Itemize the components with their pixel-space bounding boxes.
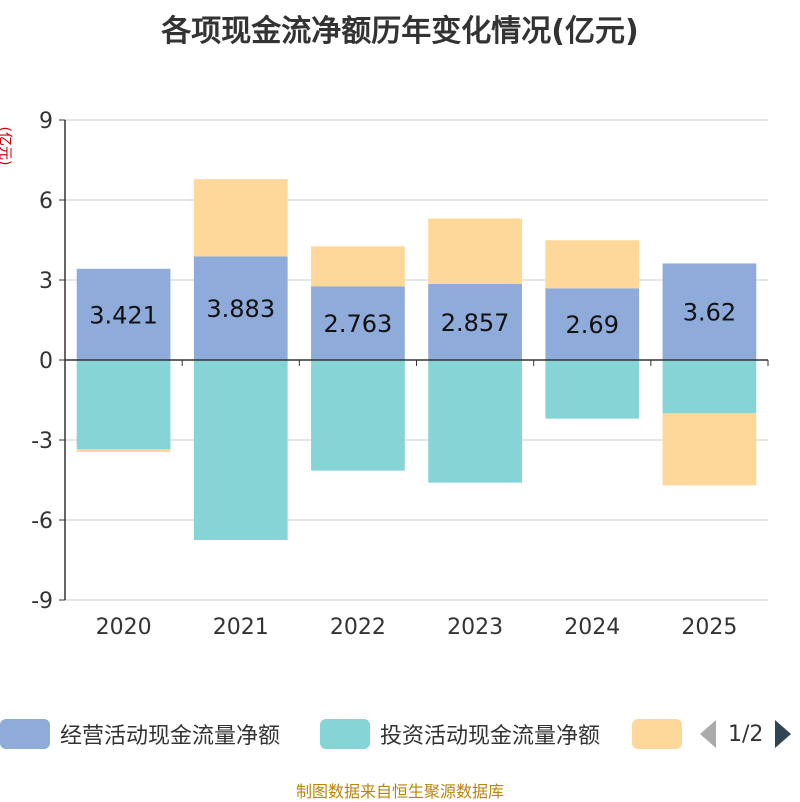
y-tick-label: 0 [39,349,53,374]
x-tick-label: 2023 [447,615,503,640]
bar-2020-series-1 [76,360,171,450]
legend-item-operating[interactable]: 经营活动现金流量净额 [0,716,280,752]
bar-2020-series-2 [76,449,171,452]
bar-2021-series-1 [193,360,288,540]
bar-2023-series-2 [428,218,522,284]
bar-2024-series-1 [545,360,640,419]
x-tick-label: 2022 [330,615,386,640]
legend-pager: 1/2 [700,716,792,752]
x-tick-label: 2025 [681,615,737,640]
x-tick-label: 2021 [213,615,269,640]
bar-value-label: 2.763 [324,310,393,338]
bar-2022-series-0 [311,286,405,360]
bar-2021-series-0 [193,256,288,360]
legend-swatch-third [632,719,682,749]
legend: 经营活动现金流量净额 投资活动现金流量净额 1/2 [0,716,800,752]
legend-label-investing: 投资活动现金流量净额 [380,724,601,749]
y-tick-label: 6 [39,189,53,214]
bar-2022-series-1 [311,360,405,471]
legend-prev-icon[interactable] [700,720,716,748]
legend-next-icon[interactable] [775,720,792,748]
x-tick-label: 2020 [96,615,152,640]
bar-2020-series-0 [76,268,171,360]
legend-item-investing[interactable]: 投资活动现金流量净额 [320,716,600,752]
bar-2025-series-0 [662,263,757,360]
bar-value-label: 2.69 [566,311,619,339]
chart-area: 9 6 3 0 -3 -6 -9 3.421 3.883 2.763 2.857 2.69 3.62 20… [31,109,769,640]
legend-swatch-operating [0,719,50,749]
legend-label-operating: 经营活动现金流量净额 [60,724,281,749]
bar-value-label: 2.857 [441,309,510,337]
bar-2023-series-1 [428,360,522,483]
y-tick-label: -3 [31,429,53,454]
y-tick-label: -6 [31,509,53,534]
bar-2024-series-2 [545,240,640,289]
bar-2025-series-1 [662,360,757,414]
y-tick-label: 3 [39,269,53,294]
bar-2024-series-0 [545,288,640,360]
legend-page-indicator: 1/2 [728,721,764,747]
bar-2025-series-2 [662,413,757,486]
legend-swatch-investing [320,719,370,749]
data-source-note: 制图数据来自恒生聚源数据库 [295,782,504,801]
x-tick-label: 2024 [564,615,620,640]
bar-value-label: 3.62 [683,299,736,327]
bar-value-label: 3.421 [89,301,158,329]
y-tick-label: 9 [39,109,53,134]
legend-item-third[interactable] [632,716,682,752]
bar-value-label: 3.883 [206,295,275,323]
bar-2023-series-0 [428,283,522,360]
bar-2022-series-2 [311,246,405,287]
y-tick-label: -9 [31,589,53,614]
bar-2021-series-2 [193,179,288,257]
chart-title: 各项现金流净额历年变化情况(亿元) [161,14,639,49]
